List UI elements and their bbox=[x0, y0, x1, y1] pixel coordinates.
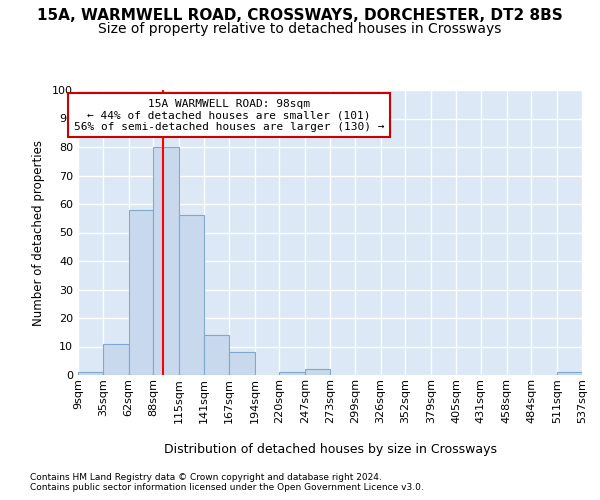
Text: Size of property relative to detached houses in Crossways: Size of property relative to detached ho… bbox=[98, 22, 502, 36]
Text: 15A, WARMWELL ROAD, CROSSWAYS, DORCHESTER, DT2 8BS: 15A, WARMWELL ROAD, CROSSWAYS, DORCHESTE… bbox=[37, 8, 563, 22]
Bar bbox=[128, 210, 154, 375]
Bar bbox=[229, 352, 254, 375]
Bar bbox=[204, 335, 229, 375]
Y-axis label: Number of detached properties: Number of detached properties bbox=[32, 140, 45, 326]
Bar bbox=[305, 370, 330, 375]
Text: Distribution of detached houses by size in Crossways: Distribution of detached houses by size … bbox=[163, 442, 497, 456]
Bar bbox=[103, 344, 128, 375]
Bar bbox=[557, 372, 582, 375]
Text: Contains HM Land Registry data © Crown copyright and database right 2024.: Contains HM Land Registry data © Crown c… bbox=[30, 472, 382, 482]
Bar bbox=[154, 147, 179, 375]
Bar bbox=[179, 216, 204, 375]
Bar bbox=[280, 372, 305, 375]
Text: 15A WARMWELL ROAD: 98sqm
← 44% of detached houses are smaller (101)
56% of semi-: 15A WARMWELL ROAD: 98sqm ← 44% of detach… bbox=[74, 98, 385, 132]
Text: Contains public sector information licensed under the Open Government Licence v3: Contains public sector information licen… bbox=[30, 484, 424, 492]
Bar bbox=[78, 372, 103, 375]
